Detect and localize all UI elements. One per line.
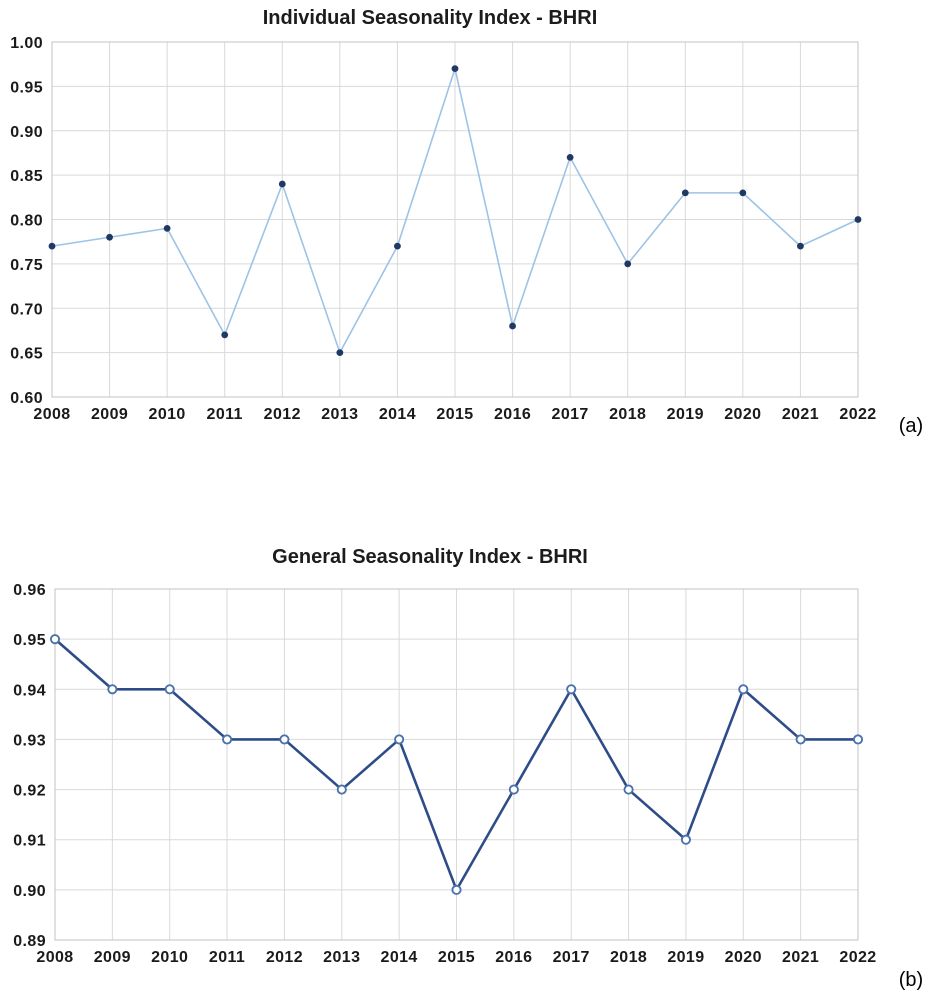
data-point-marker [221,331,229,339]
data-point-marker [566,153,574,161]
y-axis-tick-label: 1.00 [10,35,43,52]
data-point-marker [739,189,747,197]
y-axis-tick-label: 0.85 [10,168,43,185]
x-axis-tick-label: 2009 [91,406,128,423]
x-axis-tick-label: 2010 [151,949,188,966]
x-axis-tick-label: 2010 [149,406,186,423]
x-axis-tick-label: 2014 [381,949,418,966]
data-point-marker [49,634,61,645]
y-axis-tick-label: 0.95 [10,79,43,96]
data-point-marker [336,349,344,357]
y-axis-tick-label: 0.90 [10,124,43,141]
data-point-marker [279,734,290,745]
data-point-marker [624,260,632,268]
data-point-marker [681,189,689,197]
chart-a-series-layer [48,65,862,357]
x-axis-tick-label: 2021 [782,949,819,966]
data-point-marker [852,734,864,745]
data-point-marker [854,216,862,223]
x-axis-tick-label: 2015 [438,949,475,966]
data-point-marker [222,734,233,745]
x-axis-tick-label: 2013 [323,949,360,966]
x-axis-tick-label: 2016 [495,949,532,966]
x-axis-tick-label: 2022 [839,949,876,966]
y-axis-tick-label: 0.95 [13,632,46,649]
data-point-marker [680,834,691,845]
y-axis-tick-label: 0.80 [10,213,43,230]
x-axis-tick-label: 2019 [667,949,704,966]
x-axis-tick-label: 2020 [725,949,762,966]
y-axis-tick-label: 0.70 [10,301,43,318]
y-axis-tick-label: 0.92 [13,783,46,800]
plot-area-border [54,588,859,941]
y-axis-tick-label: 0.75 [10,257,43,274]
x-axis-tick-label: 2008 [36,949,73,966]
x-axis-tick-label: 2017 [553,949,590,966]
x-axis-tick-label: 2011 [209,949,245,966]
data-point-marker [106,233,113,241]
data-point-marker [163,224,171,232]
x-axis-tick-label: 2008 [33,406,70,423]
y-axis-tick-label: 0.65 [10,346,43,363]
chart-b-series-layer [49,634,864,895]
y-axis-tick-label: 0.93 [13,732,46,749]
y-axis-tick-label: 0.89 [13,933,46,950]
panel-label-b: (b) [899,969,923,991]
x-axis-tick-label: 2012 [264,406,301,423]
y-axis-tick-label: 0.91 [13,833,46,850]
data-point-marker [107,684,118,695]
y-axis-tick-label: 0.94 [13,682,46,699]
y-axis-tick-label: 0.90 [13,883,46,900]
x-axis-tick-label: 2014 [379,406,416,423]
data-point-marker [394,734,405,745]
chart-a-axis-layer: 1.00 0.95 0.90 0.85 0.80 0.75 0.70 0.65 0.602008… [10,35,876,423]
data-point-marker [623,784,634,795]
data-point-marker [738,684,749,695]
x-axis-tick-label: 2018 [610,949,647,966]
x-axis-tick-label: 2022 [839,406,876,423]
line-chart-a: 1.00 0.95 0.90 0.85 0.80 0.75 0.70 0.65 0.602008… [10,7,923,437]
chart-a-title: Individual Seasonality Index - BHRI [263,7,598,29]
x-axis-tick-label: 2016 [494,406,531,423]
x-axis-tick-label: 2011 [207,406,243,423]
data-point-marker [394,242,401,250]
data-point-marker [164,684,175,695]
data-point-marker [797,242,804,250]
data-point-marker [451,65,459,73]
x-axis-tick-label: 2021 [782,406,819,423]
data-point-marker [336,784,347,795]
x-axis-tick-label: 2012 [266,949,303,966]
x-axis-tick-label: 2019 [667,406,704,423]
data-point-marker [48,242,56,250]
x-axis-tick-label: 2020 [724,406,761,423]
data-point-marker [451,884,462,895]
data-point-marker [509,322,516,330]
data-point-marker [508,784,519,795]
data-point-marker [795,734,806,745]
x-axis-tick-label: 2015 [436,406,473,423]
y-axis-tick-label: 0.60 [10,390,43,407]
data-point-marker [566,684,577,695]
chart-a-grid-layer [51,41,859,398]
x-axis-tick-label: 2017 [552,406,589,423]
panel-label-a: (a) [899,415,923,437]
x-axis-tick-label: 2018 [609,406,646,423]
y-axis-tick-label: 0.96 [13,582,46,599]
x-axis-tick-label: 2009 [94,949,131,966]
data-point-marker [278,180,286,188]
x-axis-tick-label: 2013 [321,406,358,423]
chart-b-title: General Seasonality Index - BHRI [272,546,588,568]
